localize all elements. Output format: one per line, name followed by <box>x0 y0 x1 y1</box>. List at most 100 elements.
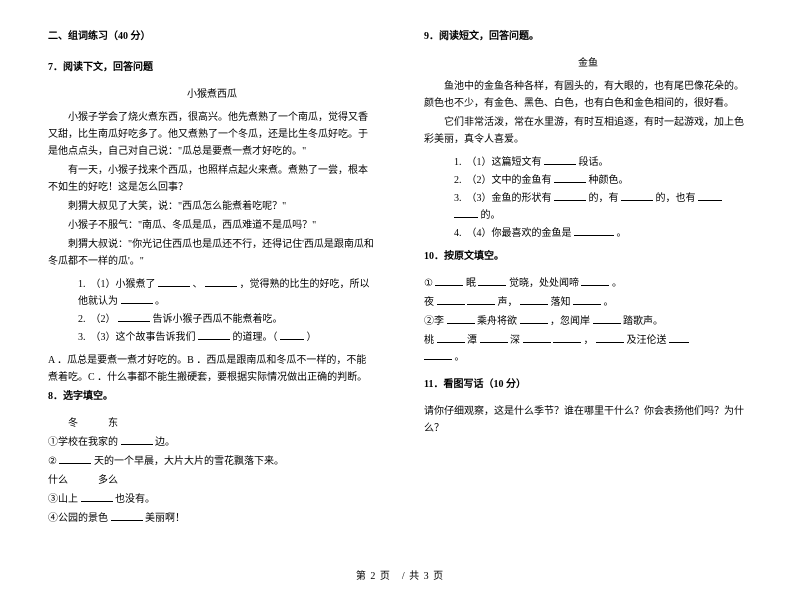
fill-blank[interactable] <box>581 277 609 286</box>
fill-blank[interactable] <box>544 156 576 165</box>
q7-paragraph-2: 有一天，小猴子找来个西瓜，也照样点起火来煮。煮熟了一尝，根本不如生的好吃！这是怎… <box>48 162 376 196</box>
q9-s4b: 。 <box>617 228 627 239</box>
q7-sub1-d: 。 <box>155 296 165 307</box>
q7-sub2-b: 告诉小猴子西瓜不能煮着吃。 <box>153 314 283 325</box>
page-footer: 第 2 页 / 共 3 页 <box>0 567 800 582</box>
q7-sub1-a: （1）小猴煮了 <box>96 279 156 290</box>
q10-l4d: ， <box>584 335 594 346</box>
q8-line-3: 什么 多么 <box>48 472 376 489</box>
fill-blank[interactable] <box>111 512 143 521</box>
fill-blank[interactable] <box>59 455 91 464</box>
fill-blank[interactable] <box>467 296 495 305</box>
q7-paragraph-5: 刺猬大叔说："你光记住西瓜也是瓜还不行，还得记住'西瓜是跟南瓜和冬瓜都不一样的瓜… <box>48 236 376 270</box>
fill-blank[interactable] <box>554 192 586 201</box>
q7-sub-2: 2. （2） 告诉小猴子西瓜不能煮着吃。 <box>78 311 376 328</box>
q9-paragraph-1: 鱼池中的金鱼各种各样，有圆头的，有大眼的，也有尾巴像花朵的。颜色也不少，有金色、… <box>424 78 752 112</box>
fill-blank[interactable] <box>437 334 465 343</box>
fill-blank[interactable] <box>480 334 508 343</box>
fill-blank[interactable] <box>523 334 551 343</box>
q10-line-2: 夜 声， 落知 。 <box>424 294 752 311</box>
q10-l1b: 眠 <box>466 278 476 289</box>
q8-line-4: ③山上 也没有。 <box>48 491 376 508</box>
q9-sub-questions: 1. （1）这篇短文有 段话。 2. （2）文中的金鱼有 种颜色。 3. （3）… <box>424 154 752 242</box>
q9-sub-4: 4. （4）你最喜欢的金鱼是 。 <box>454 225 752 242</box>
fill-blank[interactable] <box>424 351 452 360</box>
fill-blank[interactable] <box>593 315 621 324</box>
q9-s3d: 的。 <box>481 210 501 221</box>
fill-blank[interactable] <box>121 295 153 304</box>
fill-blank[interactable] <box>520 315 548 324</box>
q11-heading: 11．看图写话（10 分） <box>424 376 752 393</box>
q10-l1d: 。 <box>612 278 622 289</box>
q10-l4a: 桃 <box>424 335 434 346</box>
q7-paragraph-3: 刺猬大叔见了大笑，说："西瓜怎么能煮着吃呢？" <box>48 198 376 215</box>
q8-line-1: ①学校在我家的 边。 <box>48 434 376 451</box>
q7-sub2-a: （2） <box>96 314 116 325</box>
q7-heading: 7．阅读下文，回答问题 <box>48 59 376 76</box>
fill-blank[interactable] <box>437 296 465 305</box>
q10-l4b: 潭 <box>467 335 477 346</box>
q9-sub-1: 1. （1）这篇短文有 段话。 <box>454 154 752 171</box>
fill-blank[interactable] <box>554 174 586 183</box>
fill-blank[interactable] <box>573 296 601 305</box>
fill-blank[interactable] <box>118 313 150 322</box>
q9-s4a: （4）你最喜欢的金鱼是 <box>472 228 572 239</box>
fill-blank[interactable] <box>158 278 190 287</box>
q7-sub1-b: 、 <box>193 279 203 290</box>
fill-blank[interactable] <box>205 278 237 287</box>
q9-s2b: 种颜色。 <box>589 175 629 186</box>
fill-blank[interactable] <box>596 334 624 343</box>
q8-heading: 8．选字填空。 <box>48 388 376 405</box>
fill-blank[interactable] <box>553 334 581 343</box>
fill-blank[interactable] <box>198 331 230 340</box>
q10-l2c: 落知 <box>551 297 571 308</box>
fill-blank[interactable] <box>435 277 463 286</box>
q8-l5a: ④公园的景色 <box>48 513 108 524</box>
q7-sub3-b: 的道理。（ <box>233 332 278 343</box>
q7-sub-questions: 1. （1）小猴煮了 、 ，觉得熟的比生的好吃，所以他就认为 。 2. （2） … <box>48 276 376 346</box>
q9-s3b: 的，有 <box>589 193 619 204</box>
q9-story-title: 金鱼 <box>424 55 752 72</box>
q8-l2b: 天的一个早晨，大片大片的雪花飘落下来。 <box>94 456 284 467</box>
fill-blank[interactable] <box>669 334 689 343</box>
fill-blank[interactable] <box>621 192 653 201</box>
q8-l4a: ③山上 <box>48 494 78 505</box>
q10-l3a: ②李 <box>424 316 444 327</box>
q8-l1b: 边。 <box>155 437 175 448</box>
q10-l4f: 。 <box>455 352 465 363</box>
q9-s3a: （3）金鱼的形状有 <box>472 193 552 204</box>
fill-blank[interactable] <box>447 315 475 324</box>
fill-blank[interactable] <box>81 493 113 502</box>
page-container: 二、组词练习（40 分） 7．阅读下文，回答问题 小猴煮西瓜 小猴子学会了烧火煮… <box>0 0 800 560</box>
q9-s1b: 段话。 <box>579 157 609 168</box>
q8-l4b: 也没有。 <box>115 494 155 505</box>
right-column: 9．阅读短文，回答问题。 金鱼 鱼池中的金鱼各种各样，有圆头的，有大眼的，也有尾… <box>424 28 752 540</box>
fill-blank[interactable] <box>280 331 304 340</box>
q10-l3d: 踏歌声。 <box>623 316 663 327</box>
q8-line-5: ④公园的景色 美丽啊！ <box>48 510 376 527</box>
left-column: 二、组词练习（40 分） 7．阅读下文，回答问题 小猴煮西瓜 小猴子学会了烧火煮… <box>48 28 376 540</box>
q9-s3c: 的，也有 <box>656 193 696 204</box>
q7-story-title: 小猴煮西瓜 <box>48 86 376 103</box>
fill-blank[interactable] <box>520 296 548 305</box>
q8-line-2: ② 天的一个早晨，大片大片的雪花飘落下来。 <box>48 453 376 470</box>
fill-blank[interactable] <box>574 227 614 236</box>
q10-l1a: ① <box>424 278 433 289</box>
q7-sub3-c: ） <box>307 332 317 343</box>
q9-s2a: （2）文中的金鱼有 <box>472 175 552 186</box>
q10-l1c: 觉晓，处处闻啼 <box>509 278 579 289</box>
q9-sub-2: 2. （2）文中的金鱼有 种颜色。 <box>454 172 752 189</box>
q9-heading: 9．阅读短文，回答问题。 <box>424 28 752 45</box>
fill-blank[interactable] <box>454 209 478 218</box>
q10-l3b: 乘舟将欲 <box>477 316 517 327</box>
section-title: 二、组词练习（40 分） <box>48 28 376 45</box>
q10-l3c: ，忽闻岸 <box>550 316 590 327</box>
q7-options: A ．瓜总是要煮一煮才好吃的。B ．西瓜是跟南瓜和冬瓜不一样的，不能煮着吃。C … <box>48 352 376 386</box>
q10-l2a: 夜 <box>424 297 434 308</box>
fill-blank[interactable] <box>478 277 506 286</box>
q8-l1a: ①学校在我家的 <box>48 437 118 448</box>
fill-blank[interactable] <box>698 192 722 201</box>
q7-paragraph-1: 小猴子学会了烧火煮东西，很高兴。他先煮熟了一个南瓜，觉得又香又甜，比生南瓜好吃多… <box>48 109 376 160</box>
fill-blank[interactable] <box>121 436 153 445</box>
q8-l2a: ② <box>48 456 57 467</box>
